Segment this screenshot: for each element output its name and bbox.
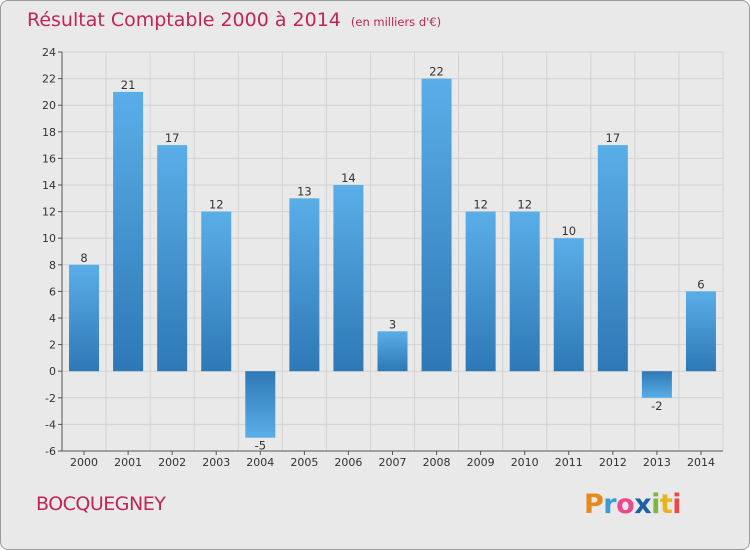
y-tick-label: 2 [49,339,56,352]
x-tick-label: 2007 [379,456,407,469]
y-tick-label: 8 [49,259,56,272]
y-tick-label: -4 [45,418,56,431]
bar-value-label: 17 [606,131,621,145]
x-tick-label: 2012 [599,456,627,469]
x-tick-label: 2001 [114,456,142,469]
logo-letter: i [651,489,660,520]
logo-letter: P [584,489,604,520]
logo-letter: t [659,489,673,520]
bar-value-label: 22 [429,65,444,79]
bar [333,185,364,372]
bar-value-label: -2 [651,399,662,413]
bar [641,371,672,398]
bar-value-label: 12 [517,198,532,212]
bar [69,264,100,372]
x-tick-label: 2003 [202,456,230,469]
x-tick-label: 2005 [290,456,318,469]
bar [465,211,496,372]
bar [245,371,276,438]
bar-value-label: 12 [473,198,488,212]
x-tick-label: 2002 [158,456,186,469]
commune-name: BOCQUEGNEY [36,493,166,515]
bar [597,145,628,372]
bar-value-label: -5 [255,439,266,453]
bar [201,211,232,372]
x-tick-label: 2010 [511,456,539,469]
x-tick-label: 2013 [643,456,671,469]
bar-value-label: 3 [389,317,396,331]
y-tick-label: 22 [42,73,56,86]
x-tick-label: 2004 [246,456,274,469]
chart-subtitle: (en milliers d'€) [350,15,442,29]
bar [509,211,540,372]
bar-value-label: 21 [121,78,136,92]
y-tick-label: 14 [42,179,56,192]
bar [157,145,188,372]
bar-value-label: 8 [80,251,87,265]
bar [289,198,320,372]
y-tick-label: 6 [49,285,56,298]
y-tick-label: 4 [49,312,56,325]
bar-value-label: 12 [209,198,224,212]
bar-value-label: 10 [561,224,576,238]
y-tick-label: 0 [49,365,56,378]
chart-title-text: Résultat Comptable 2000 à 2014 [27,9,341,31]
proxiti-logo: Proxiti [584,489,682,520]
y-tick-label: 10 [42,232,56,245]
logo-letter: x [634,489,652,520]
bar [421,78,452,372]
x-tick-label: 2006 [334,456,362,469]
logo-letter: o [616,489,635,520]
x-tick-label: 2011 [555,456,583,469]
x-tick-label: 2008 [423,456,451,469]
logo-letter: i [672,489,682,520]
x-tick-label: 2000 [70,456,98,469]
chart-title: Résultat Comptable 2000 à 2014 (en millie… [27,9,441,31]
bar [377,331,408,372]
y-tick-label: 18 [42,126,56,139]
bar [685,291,716,372]
y-tick-label: 16 [42,152,56,165]
bar-value-label: 13 [297,184,312,198]
y-tick-label: 20 [42,99,56,112]
y-tick-label: 12 [42,206,56,219]
y-tick-label: -2 [45,392,56,405]
bar [553,238,584,372]
y-tick-label: 24 [42,46,56,59]
x-tick-label: 2014 [687,456,715,469]
bar-value-label: 17 [165,131,180,145]
bar [113,91,144,372]
bar-value-label: 14 [341,171,356,185]
bar-value-label: 6 [697,277,704,291]
y-tick-label: -6 [45,445,56,458]
logo-letter: r [603,489,617,520]
x-tick-label: 2009 [467,456,495,469]
